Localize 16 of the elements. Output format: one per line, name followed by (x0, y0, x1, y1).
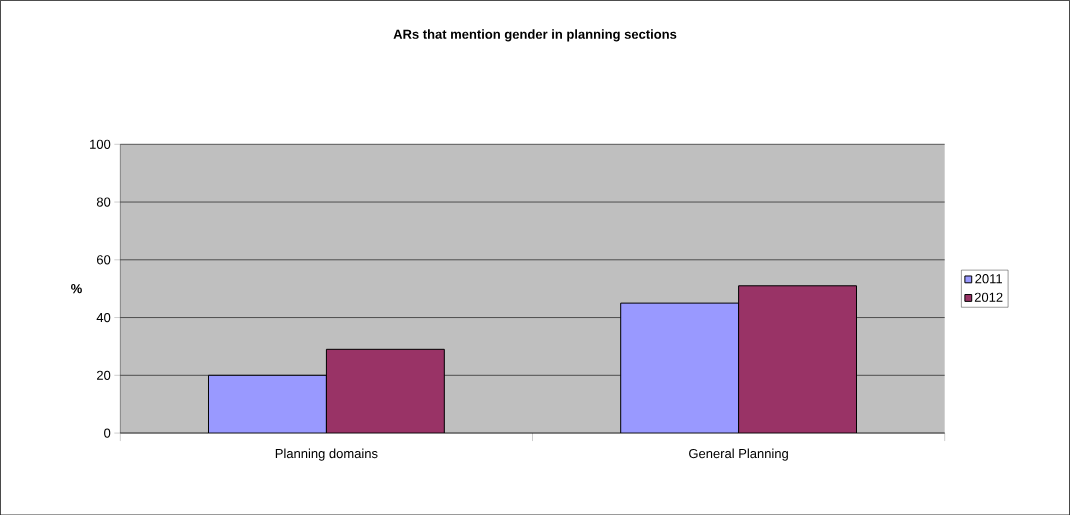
y-tick-label: 80 (96, 197, 111, 207)
y-axis-title: % (71, 283, 82, 294)
y-tick-label: 0 (104, 428, 111, 438)
chart-title: ARs that mention gender in planning sections (393, 29, 677, 42)
bar (620, 302, 740, 433)
y-tick-label: 20 (97, 370, 111, 380)
bar (325, 348, 445, 433)
legend-label: 2011 (975, 273, 1002, 284)
x-tick-label: Planning domains (275, 448, 378, 461)
y-tick-label: 40 (96, 312, 111, 322)
y-tick-label: 60 (97, 254, 111, 265)
legend-label: 2012 (974, 292, 1003, 302)
bar (738, 285, 858, 433)
bar (208, 374, 327, 433)
x-tick-label: General Planning (689, 448, 788, 461)
y-tick-label: 100 (90, 139, 111, 149)
